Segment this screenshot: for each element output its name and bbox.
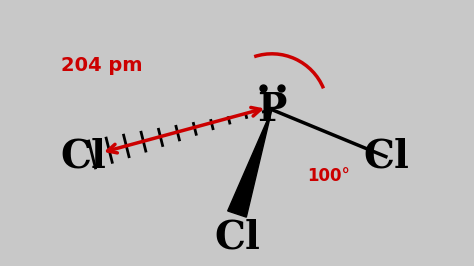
Text: 204 pm: 204 pm xyxy=(61,56,143,75)
Text: P: P xyxy=(257,91,287,129)
Text: Cl: Cl xyxy=(214,219,260,257)
Text: Cl: Cl xyxy=(363,138,409,176)
Text: Cl: Cl xyxy=(61,138,107,176)
Polygon shape xyxy=(228,110,272,217)
Text: 100°: 100° xyxy=(307,168,350,185)
